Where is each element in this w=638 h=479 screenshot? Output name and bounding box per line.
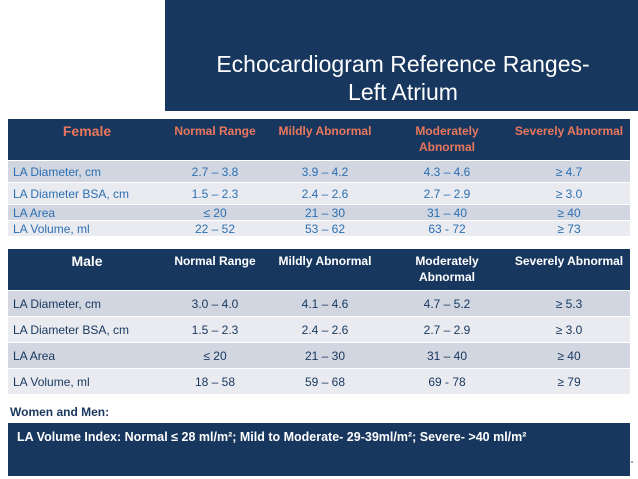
- table-row: LA Diameter BSA, cm 1.5 – 2.3 2.4 – 2.6 …: [8, 182, 630, 205]
- cell-normal: 22 – 52: [166, 220, 264, 237]
- col-header-severe: Severely Abnormal: [508, 119, 630, 161]
- cell-severe: ≥ 40: [508, 204, 630, 221]
- cell-mild: 21 – 30: [264, 204, 386, 221]
- slide-corner-mark: [631, 461, 633, 463]
- row-label: LA Diameter BSA, cm: [8, 182, 166, 205]
- cell-mild: 2.4 – 2.6: [264, 316, 386, 343]
- male-header-row: Male Normal Range Mildly Abnormal Modera…: [8, 249, 630, 291]
- title-line-1: Echocardiogram Reference Ranges-: [216, 51, 590, 77]
- col-header-normal: Normal Range: [166, 249, 264, 291]
- title-banner: [165, 0, 638, 111]
- row-label: LA Diameter, cm: [8, 290, 166, 317]
- female-group-label: Female: [8, 119, 166, 161]
- cell-normal: 1.5 – 2.3: [166, 316, 264, 343]
- cell-normal: 1.5 – 2.3: [166, 182, 264, 205]
- row-label: LA Diameter, cm: [8, 160, 166, 183]
- cell-severe: ≥ 5.3: [508, 290, 630, 317]
- women-and-men-label: Women and Men:: [10, 405, 110, 419]
- cell-mild: 3.9 – 4.2: [264, 160, 386, 183]
- cell-moderate: 4.3 – 4.6: [386, 160, 508, 183]
- table-row: LA Diameter BSA, cm 1.5 – 2.3 2.4 – 2.6 …: [8, 316, 630, 343]
- cell-moderate: 31 – 40: [386, 342, 508, 369]
- male-group-label: Male: [8, 249, 166, 291]
- cell-severe: ≥ 3.0: [508, 316, 630, 343]
- female-header-row: Female Normal Range Mildly Abnormal Mode…: [8, 119, 630, 161]
- cell-moderate: 2.7 – 2.9: [386, 316, 508, 343]
- row-label: LA Diameter BSA, cm: [8, 316, 166, 343]
- table-row: LA Area ≤ 20 21 – 30 31 – 40 ≥ 40: [8, 204, 630, 221]
- col-header-mild: Mildly Abnormal: [264, 249, 386, 291]
- cell-mild: 4.1 – 4.6: [264, 290, 386, 317]
- cell-severe: ≥ 4.7: [508, 160, 630, 183]
- col-header-severe: Severely Abnormal: [508, 249, 630, 291]
- col-header-moderate: Moderately Abnormal: [386, 119, 508, 161]
- cell-normal: ≤ 20: [166, 204, 264, 221]
- cell-severe: ≥ 40: [508, 342, 630, 369]
- cell-normal: 2.7 – 3.8: [166, 160, 264, 183]
- cell-moderate: 31 – 40: [386, 204, 508, 221]
- table-row: LA Diameter, cm 2.7 – 3.8 3.9 – 4.2 4.3 …: [8, 160, 630, 183]
- row-label: LA Volume, ml: [8, 368, 166, 395]
- cell-normal: 3.0 – 4.0: [166, 290, 264, 317]
- slide-title: Echocardiogram Reference Ranges- Left At…: [172, 50, 634, 106]
- la-volume-index-text: LA Volume Index: Normal ≤ 28 ml/m²; Mild…: [17, 430, 527, 444]
- cell-severe: ≥ 73: [508, 220, 630, 237]
- male-reference-table: Male Normal Range Mildly Abnormal Modera…: [8, 249, 630, 395]
- col-header-moderate: Moderately Abnormal: [386, 249, 508, 291]
- table-row: LA Diameter, cm 3.0 – 4.0 4.1 – 4.6 4.7 …: [8, 290, 630, 317]
- cell-severe: ≥ 79: [508, 368, 630, 395]
- cell-normal: ≤ 20: [166, 342, 264, 369]
- cell-normal: 18 – 58: [166, 368, 264, 395]
- col-header-mild: Mildly Abnormal: [264, 119, 386, 161]
- cell-mild: 53 – 62: [264, 220, 386, 237]
- cell-mild: 59 – 68: [264, 368, 386, 395]
- cell-severe: ≥ 3.0: [508, 182, 630, 205]
- cell-moderate: 2.7 – 2.9: [386, 182, 508, 205]
- row-label: LA Area: [8, 342, 166, 369]
- title-line-2: Left Atrium: [348, 79, 458, 105]
- table-row: LA Volume, ml 18 – 58 59 – 68 69 - 78 ≥ …: [8, 368, 630, 395]
- table-row: LA Area ≤ 20 21 – 30 31 – 40 ≥ 40: [8, 342, 630, 369]
- row-label: LA Area: [8, 204, 166, 221]
- cell-mild: 2.4 – 2.6: [264, 182, 386, 205]
- cell-moderate: 63 - 72: [386, 220, 508, 237]
- cell-moderate: 4.7 – 5.2: [386, 290, 508, 317]
- table-row: LA Volume, ml 22 – 52 53 – 62 63 - 72 ≥ …: [8, 220, 630, 237]
- la-volume-index-box: [8, 423, 630, 476]
- col-header-normal: Normal Range: [166, 119, 264, 161]
- cell-moderate: 69 - 78: [386, 368, 508, 395]
- cell-mild: 21 – 30: [264, 342, 386, 369]
- row-label: LA Volume, ml: [8, 220, 166, 237]
- female-reference-table: Female Normal Range Mildly Abnormal Mode…: [8, 119, 630, 237]
